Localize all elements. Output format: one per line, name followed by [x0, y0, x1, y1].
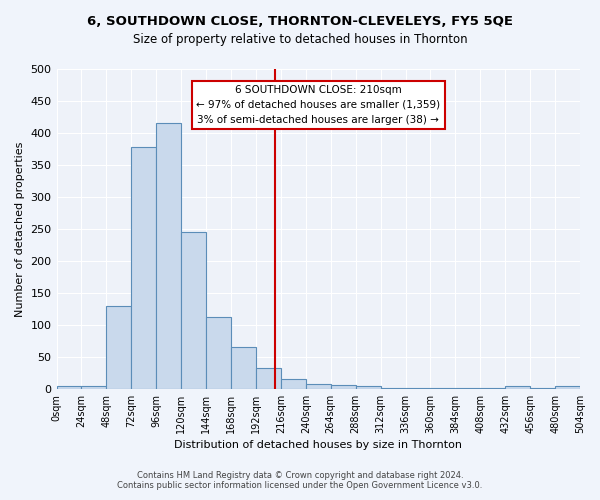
Bar	[256, 368, 281, 389]
Bar	[156, 124, 181, 389]
Text: 6, SOUTHDOWN CLOSE, THORNTON-CLEVELEYS, FY5 5QE: 6, SOUTHDOWN CLOSE, THORNTON-CLEVELEYS, …	[87, 15, 513, 28]
Bar	[406, 388, 430, 389]
Bar	[356, 386, 380, 389]
Bar	[82, 386, 106, 389]
Bar	[106, 306, 131, 389]
Bar	[56, 386, 82, 389]
Y-axis label: Number of detached properties: Number of detached properties	[15, 142, 25, 316]
Bar	[231, 348, 256, 389]
Text: Contains HM Land Registry data © Crown copyright and database right 2024.
Contai: Contains HM Land Registry data © Crown c…	[118, 470, 482, 490]
Bar	[131, 147, 156, 389]
Bar	[306, 384, 331, 389]
Bar	[480, 388, 505, 389]
Bar	[505, 386, 530, 389]
Text: 6 SOUTHDOWN CLOSE: 210sqm
← 97% of detached houses are smaller (1,359)
3% of sem: 6 SOUTHDOWN CLOSE: 210sqm ← 97% of detac…	[196, 85, 440, 124]
Bar	[380, 388, 406, 389]
Bar	[281, 380, 306, 389]
Bar	[530, 388, 555, 389]
Bar	[181, 232, 206, 389]
Bar	[555, 386, 580, 389]
Bar	[331, 385, 356, 389]
X-axis label: Distribution of detached houses by size in Thornton: Distribution of detached houses by size …	[174, 440, 462, 450]
Text: Size of property relative to detached houses in Thornton: Size of property relative to detached ho…	[133, 32, 467, 46]
Bar	[455, 388, 480, 389]
Bar	[206, 318, 231, 389]
Bar	[430, 388, 455, 389]
